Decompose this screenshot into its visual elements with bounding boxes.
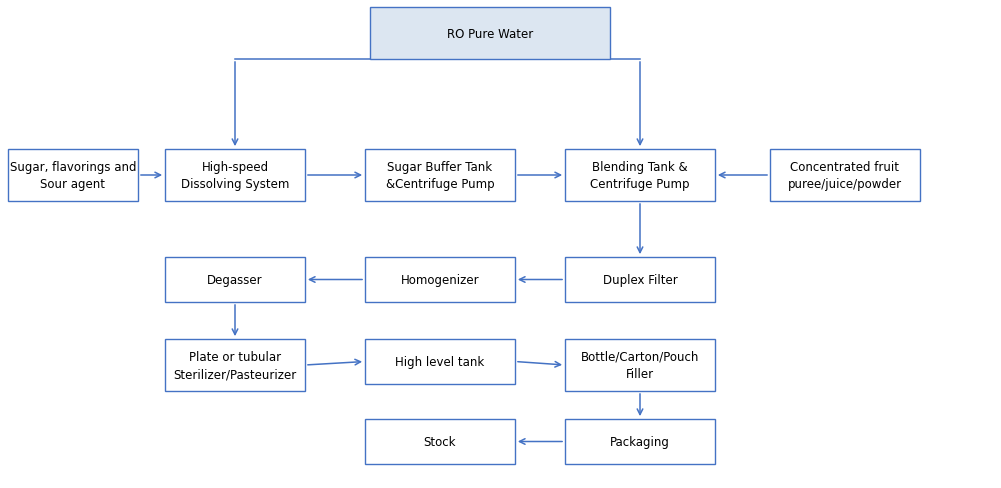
Bar — [365, 419, 515, 464]
Text: Duplex Filter: Duplex Filter — [603, 273, 678, 286]
Text: Sugar Buffer Tank
&Centrifuge Pump: Sugar Buffer Tank &Centrifuge Pump — [385, 161, 494, 191]
Text: Blending Tank &
Centrifuge Pump: Blending Tank & Centrifuge Pump — [591, 161, 690, 191]
Bar — [770, 150, 920, 202]
Text: Bottle/Carton/Pouch
Filler: Bottle/Carton/Pouch Filler — [581, 350, 699, 380]
Text: Sugar, flavorings and
Sour agent: Sugar, flavorings and Sour agent — [10, 161, 136, 191]
Bar — [165, 150, 305, 202]
Bar — [565, 150, 715, 202]
Bar — [565, 258, 715, 303]
Text: Concentrated fruit
puree/juice/powder: Concentrated fruit puree/juice/powder — [788, 161, 902, 191]
Text: RO Pure Water: RO Pure Water — [446, 27, 534, 41]
Bar — [165, 258, 305, 303]
Text: Plate or tubular
Sterilizer/Pasteurizer: Plate or tubular Sterilizer/Pasteurizer — [173, 350, 296, 380]
Text: Packaging: Packaging — [610, 435, 670, 448]
Text: Stock: Stock — [423, 435, 456, 448]
Bar — [365, 150, 515, 202]
Text: Degasser: Degasser — [207, 273, 263, 286]
Bar — [365, 339, 515, 384]
Bar — [565, 339, 715, 391]
Bar — [365, 258, 515, 303]
Text: High level tank: High level tank — [395, 355, 484, 368]
Bar — [8, 150, 138, 202]
Text: High-speed
Dissolving System: High-speed Dissolving System — [181, 161, 289, 191]
Bar — [165, 339, 305, 391]
Bar — [565, 419, 715, 464]
Text: Homogenizer: Homogenizer — [400, 273, 479, 286]
Bar — [370, 8, 610, 60]
